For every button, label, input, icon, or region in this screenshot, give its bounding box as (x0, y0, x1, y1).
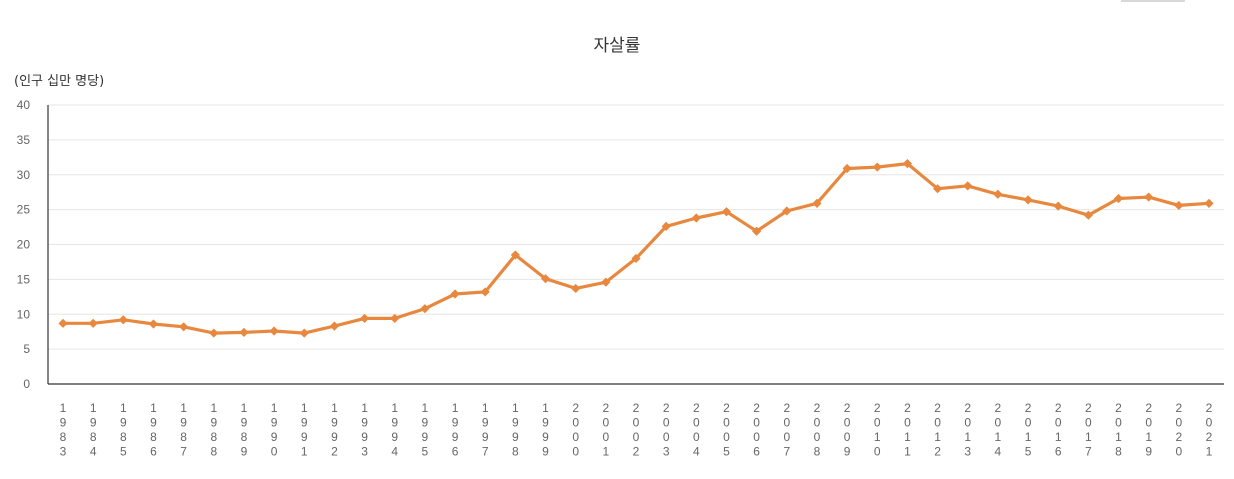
data-point-marker[interactable] (329, 321, 340, 331)
y-tick-label: 40 (17, 98, 31, 112)
y-tick-label: 30 (17, 168, 31, 182)
gridlines (48, 104, 1224, 350)
data-point-marker[interactable] (420, 304, 430, 314)
y-tick-label: 15 (17, 272, 31, 286)
data-point-marker[interactable] (179, 322, 189, 332)
data-point-marker[interactable] (842, 163, 852, 174)
data-point-marker[interactable] (540, 274, 551, 284)
data-point-marker[interactable] (299, 328, 309, 338)
data-point-marker[interactable] (1053, 201, 1063, 211)
data-point-marker[interactable] (782, 206, 792, 216)
data-point-marker[interactable] (571, 283, 581, 294)
chart-title: 자살률 (593, 36, 641, 56)
y-tick-label: 25 (17, 203, 31, 217)
y-tick-label: 10 (17, 307, 31, 321)
data-point-marker[interactable] (58, 318, 68, 328)
data-point-marker[interactable] (269, 326, 279, 336)
data-point-marker[interactable] (88, 318, 98, 328)
data-point-marker[interactable] (872, 162, 882, 172)
data-point-marker[interactable] (1174, 200, 1184, 211)
top-tab-indicator (1121, 0, 1185, 3)
data-point-marker[interactable] (239, 327, 249, 337)
y-axis-ticks: 0 5 10 15 20 25 30 35 40 (17, 98, 31, 391)
data-point-marker[interactable] (963, 181, 973, 191)
data-point-marker[interactable] (601, 277, 611, 287)
data-point-marker[interactable] (1144, 192, 1154, 202)
data-point-marker[interactable] (993, 189, 1003, 199)
data-point-marker[interactable] (752, 226, 762, 236)
data-point-marker[interactable] (1113, 193, 1124, 204)
data-point-marker[interactable] (209, 328, 219, 338)
data-point-marker[interactable] (450, 289, 460, 299)
data-point-marker[interactable] (390, 313, 400, 324)
series-line (61, 162, 1211, 335)
data-point-marker[interactable] (631, 253, 641, 264)
data-point-marker[interactable] (661, 221, 671, 231)
data-point-marker[interactable] (510, 250, 520, 260)
axes (47, 105, 1224, 385)
y-tick-label: 35 (17, 133, 31, 147)
data-point-marker[interactable] (1023, 195, 1033, 205)
data-point-marker[interactable] (1204, 198, 1214, 208)
y-tick-label: 20 (17, 238, 31, 252)
data-point-marker[interactable] (1083, 210, 1093, 220)
x-axis-ticks: 1 9 8 3 1 9 8 4 1 9 8 5 1 9 8 6 1 9 8 7 1 9 8 8 1 9 8 9 1 9 9 0 1 9 9 1 1 9 9 2… (60, 401, 1213, 459)
data-point-marker[interactable] (902, 158, 913, 169)
data-point-marker[interactable] (812, 198, 822, 208)
data-point-marker[interactable] (118, 315, 128, 325)
data-point-marker[interactable] (480, 287, 490, 297)
data-point-marker[interactable] (359, 313, 370, 324)
data-point-marker[interactable] (721, 207, 732, 217)
y-tick-label: 5 (23, 342, 30, 356)
y-axis-unit-label: (인구 십만 명당) (14, 74, 105, 89)
data-point-marker[interactable] (691, 213, 701, 223)
data-point-marker[interactable] (148, 319, 159, 329)
y-tick-label: 0 (23, 377, 30, 391)
series-layer (58, 158, 1214, 338)
data-point-marker[interactable] (932, 184, 943, 194)
